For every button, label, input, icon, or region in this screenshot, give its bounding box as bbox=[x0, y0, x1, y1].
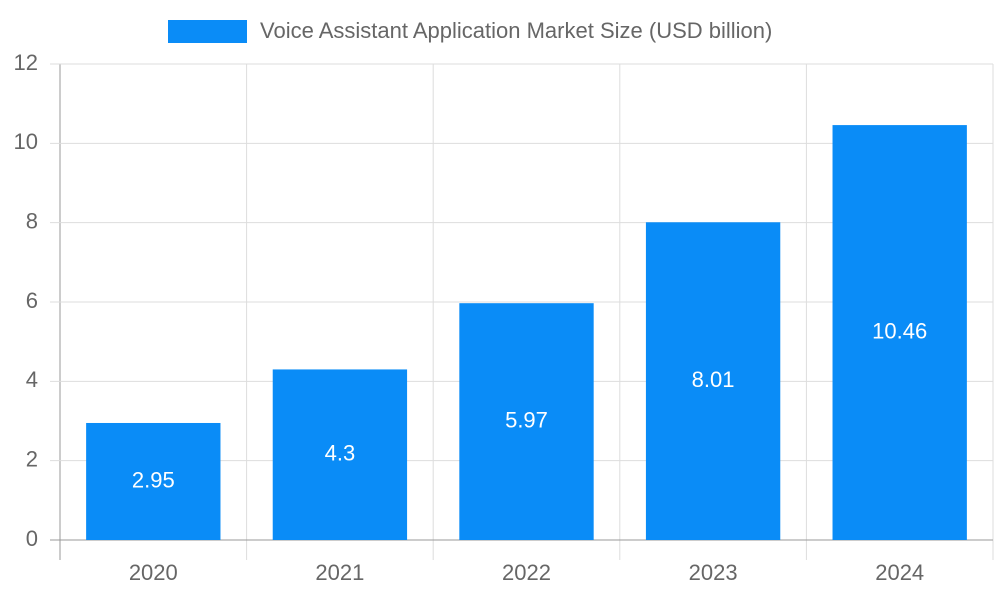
y-tick-label: 6 bbox=[26, 288, 38, 313]
legend-label: Voice Assistant Application Market Size … bbox=[260, 18, 772, 43]
y-tick-label: 10 bbox=[14, 129, 38, 154]
x-tick-label: 2021 bbox=[315, 560, 364, 585]
y-tick-label: 4 bbox=[26, 367, 38, 392]
y-tick-label: 2 bbox=[26, 446, 38, 471]
bar bbox=[832, 125, 967, 540]
bar bbox=[272, 369, 408, 540]
bar bbox=[86, 422, 221, 540]
data-label: 4.3 bbox=[325, 441, 356, 466]
bar bbox=[459, 303, 594, 540]
bar bbox=[645, 222, 781, 540]
x-tick-label: 2022 bbox=[502, 560, 551, 585]
data-label: 5.97 bbox=[505, 407, 548, 432]
x-tick-label: 2023 bbox=[689, 560, 738, 585]
data-label: 8.01 bbox=[692, 367, 735, 392]
x-tick-label: 2024 bbox=[875, 560, 924, 585]
data-label: 10.46 bbox=[872, 318, 927, 343]
y-tick-label: 12 bbox=[14, 50, 38, 75]
y-tick-label: 8 bbox=[26, 208, 38, 233]
x-tick-label: 2020 bbox=[129, 560, 178, 585]
data-label: 2.95 bbox=[132, 467, 175, 492]
y-tick-label: 0 bbox=[26, 526, 38, 551]
legend-swatch bbox=[168, 20, 247, 43]
